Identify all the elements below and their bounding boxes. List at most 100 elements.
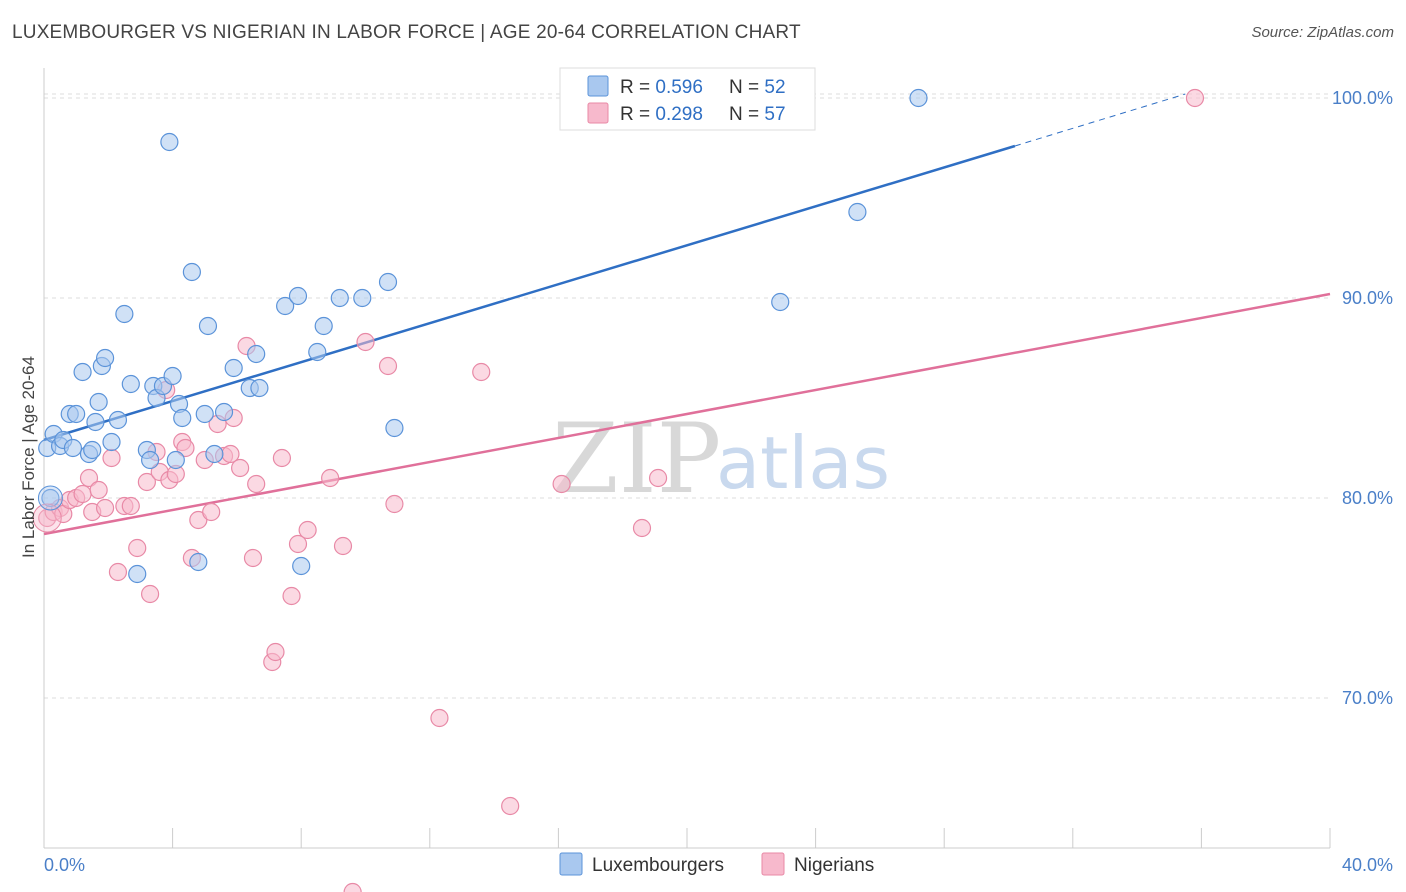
point-nigerians-47 [378, 356, 398, 376]
point-luxembourgers-43 [378, 272, 398, 292]
bottom-legend-swatch-nigerians [761, 852, 785, 876]
point-luxembourgers-13 [95, 348, 115, 368]
point-nigerians-cluster [32, 503, 62, 533]
point-luxembourgers-49 [166, 450, 185, 470]
legend-n-label-2: N = [729, 104, 764, 125]
legend-r-label-1: R = [620, 77, 655, 98]
watermark-atlas: atlas [716, 421, 890, 505]
svg-text:R = 0.298: R = 0.298 [620, 104, 703, 125]
point-luxembourgers-32 [214, 402, 234, 422]
y-tick-label-3: 70.0% [1342, 688, 1393, 708]
point-nigerians-39 [272, 448, 292, 468]
point-luxembourgers-42 [353, 288, 372, 308]
point-luxembourgers-41 [330, 288, 349, 308]
point-nigerians-17 [140, 584, 160, 604]
point-nigerians-56 [1185, 88, 1205, 108]
point-nigerians-24 [176, 438, 195, 458]
point-luxembourgers-18 [128, 564, 147, 584]
legend-swatch-luxembourgers [587, 75, 609, 97]
point-nigerians-46 [356, 332, 375, 352]
watermark-zip: ZIP [552, 403, 721, 515]
point-luxembourgers-37 [288, 286, 308, 306]
svg-text:N = 52: N = 52 [729, 77, 786, 98]
legend-r-label-2: R = [620, 104, 655, 125]
point-nigerians-9 [89, 480, 108, 500]
point-nigerians-15 [128, 538, 147, 558]
legend-n-label-1: N = [729, 77, 764, 98]
point-nigerians-36 [247, 474, 266, 494]
legend-n-value-2: 57 [764, 104, 785, 125]
point-luxembourgers-10 [86, 412, 105, 432]
point-nigerians-11 [102, 448, 121, 468]
point-luxembourgers-31 [198, 316, 218, 336]
svg-text:N = 57: N = 57 [729, 104, 786, 125]
point-nigerians-50 [472, 362, 491, 382]
legend-swatch-nigerians [587, 102, 609, 124]
point-luxembourgers-17 [121, 374, 140, 394]
point-luxembourgers-14 [102, 432, 121, 452]
bottom-legend-swatch-luxembourgers [559, 852, 583, 876]
x-tick-label-0: 0.0% [44, 855, 85, 875]
point-luxembourgers-47 [909, 88, 928, 108]
tick-labels: 100.0% 90.0% 80.0% 70.0% 0.0% 40.0% [44, 88, 1393, 875]
chart-title: LUXEMBOURGER VS NIGERIAN IN LABOR FORCE … [12, 22, 801, 43]
point-luxembourgers-20 [140, 450, 160, 470]
trend-lines [43, 93, 1331, 536]
bottom-legend-nigerians: Nigerians [794, 855, 874, 876]
point-luxembourgers-25 [163, 366, 182, 386]
point-nigerians-26 [189, 510, 208, 530]
point-luxembourgers-51 [41, 488, 60, 508]
y-tick-label-1: 90.0% [1342, 288, 1393, 308]
point-nigerians-43 [321, 468, 340, 488]
point-nigerians-44 [333, 536, 353, 556]
point-nigerians-52 [552, 474, 571, 494]
point-luxembourgers-cluster [37, 485, 63, 511]
chart-source: Source: ZipAtlas.com [1251, 24, 1394, 41]
axes [43, 68, 1331, 849]
point-nigerians-12 [108, 562, 128, 582]
legend: R = 0.596 N = 52 R = 0.298 N = 57 [559, 67, 816, 131]
point-luxembourgers-11 [89, 392, 108, 412]
point-luxembourgers-35 [247, 344, 266, 364]
point-luxembourgers-5 [63, 438, 83, 458]
svg-text:R = 0.596: R = 0.596 [620, 77, 703, 98]
point-nigerians-41 [288, 534, 308, 554]
point-nigerians-38 [266, 642, 285, 662]
point-nigerians-51 [501, 796, 520, 816]
point-luxembourgers-44 [385, 418, 404, 438]
point-luxembourgers-27 [173, 408, 192, 428]
point-nigerians-48 [385, 494, 404, 514]
trend-line-nigerians [43, 292, 1331, 536]
point-nigerians-28 [202, 502, 221, 522]
point-luxembourgers-33 [224, 358, 243, 378]
point-luxembourgers-46 [848, 202, 867, 222]
point-luxembourgers-36 [276, 296, 295, 316]
y-tick-label-2: 80.0% [1342, 488, 1393, 508]
data-points [32, 88, 1205, 892]
point-luxembourgers-50 [250, 378, 269, 398]
point-luxembourgers-48 [205, 444, 224, 464]
point-nigerians-55 [648, 468, 668, 488]
point-luxembourgers-7 [73, 362, 92, 382]
point-nigerians-33 [231, 458, 250, 478]
point-luxembourgers-40 [292, 556, 311, 576]
point-luxembourgers-6 [67, 404, 86, 424]
point-luxembourgers-45 [771, 292, 790, 312]
point-nigerians-16 [137, 472, 156, 492]
legend-r-value-1: 0.596 [655, 77, 703, 98]
point-luxembourgers-38 [308, 342, 327, 362]
y-tick-label-0: 100.0% [1332, 88, 1393, 108]
point-nigerians-7 [79, 468, 99, 488]
point-nigerians-35 [243, 548, 263, 568]
point-nigerians-6 [73, 484, 92, 504]
x-tick-label-1: 40.0% [1342, 855, 1393, 875]
point-nigerians-10 [95, 498, 115, 518]
point-nigerians-40 [282, 586, 301, 606]
point-nigerians-45 [343, 882, 362, 892]
point-nigerians-14 [121, 496, 140, 516]
point-luxembourgers-28 [182, 262, 201, 282]
point-luxembourgers-15 [108, 410, 128, 430]
point-luxembourgers-30 [195, 404, 214, 424]
point-luxembourgers-24 [160, 132, 179, 152]
